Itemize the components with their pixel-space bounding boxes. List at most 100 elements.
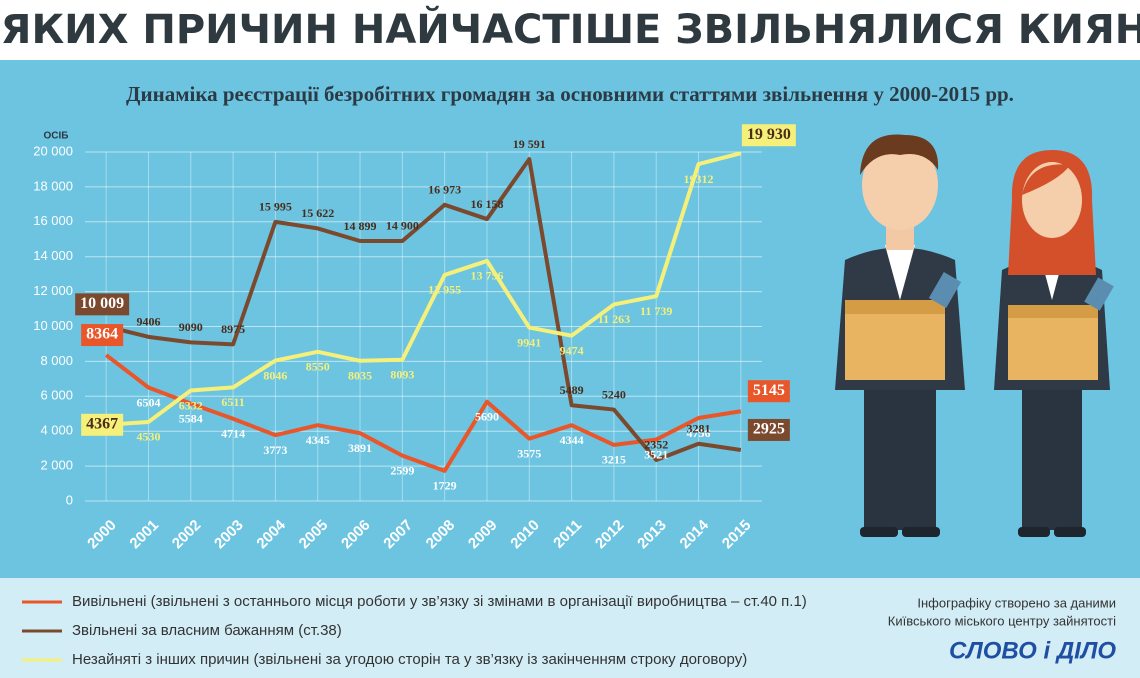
chart-subtitle: Динаміка реєстрації безробітних громадян… xyxy=(126,82,1014,106)
value-label: 3891 xyxy=(348,441,372,455)
value-label-group: 9090 xyxy=(179,320,203,334)
y-tick-label: 4 000 xyxy=(40,423,73,438)
value-label-group: 4530 xyxy=(136,430,160,444)
value-label-group: 9941 xyxy=(517,335,541,349)
value-label-group: 8975 xyxy=(221,322,245,336)
chart-background xyxy=(0,60,1140,578)
legend-background xyxy=(0,578,1140,678)
value-label-group: 6504 xyxy=(136,395,160,409)
legend-label: Звільнені за власним бажанням (ст.38) xyxy=(72,622,342,639)
value-label: 4530 xyxy=(136,430,160,444)
y-tick-label: 0 xyxy=(66,492,73,507)
value-label-group: 13 756 xyxy=(470,269,503,283)
y-tick-label: 6 000 xyxy=(40,388,73,403)
value-label-group: 3891 xyxy=(348,441,372,455)
value-label: 4367 xyxy=(86,415,118,432)
value-label: 5240 xyxy=(602,387,626,401)
value-label-box xyxy=(741,124,796,147)
line xyxy=(105,157,742,462)
value-label: 5489 xyxy=(560,383,584,397)
value-label-group: 8550 xyxy=(306,360,330,374)
value-label: 5690 xyxy=(475,409,499,423)
value-label: 4345 xyxy=(306,433,330,447)
value-label-group: 11 739 xyxy=(640,304,672,318)
value-label: 8035 xyxy=(348,369,372,383)
value-label-group: 4344 xyxy=(560,433,584,447)
value-label-group: 6332 xyxy=(179,398,203,412)
value-label: 2599 xyxy=(390,463,414,477)
value-label-group: 14 899 xyxy=(344,219,377,233)
title-band xyxy=(0,0,1140,60)
value-label: 5584 xyxy=(179,411,203,425)
value-label-group: 15 622 xyxy=(301,206,334,220)
value-label: 15 622 xyxy=(301,206,334,220)
value-label: 14 900 xyxy=(386,219,419,233)
credit: Київського міського центру зайнятості xyxy=(888,613,1116,628)
value-label: 13 756 xyxy=(470,269,503,283)
value-label-group: 19 591 xyxy=(513,137,546,151)
value-label-group: 9406 xyxy=(136,315,160,329)
value-label: 3575 xyxy=(517,446,541,460)
value-label: 11 739 xyxy=(640,304,672,318)
value-label: 8093 xyxy=(390,368,414,382)
value-label-group: 8364 xyxy=(81,324,124,347)
value-label: 16 158 xyxy=(470,197,503,211)
value-label-box xyxy=(81,324,124,347)
value-label: 12 955 xyxy=(428,283,461,297)
value-label-group: 3281 xyxy=(687,421,711,435)
line xyxy=(106,151,742,427)
man xyxy=(835,134,965,537)
value-label: 4714 xyxy=(221,426,245,440)
value-label: 4344 xyxy=(560,433,584,447)
value-label: 3215 xyxy=(602,453,626,467)
value-label-group: 2599 xyxy=(390,463,414,477)
value-label-group: 5489 xyxy=(560,383,584,397)
value-label: 4756 xyxy=(687,426,711,440)
chart-title: З ЯКИХ ПРИЧИН НАЙЧАСТІШЕ ЗВІЛЬНЯЛИСЯ КИЯ… xyxy=(0,5,1140,53)
value-label-group: 14 900 xyxy=(386,219,419,233)
value-label-group: 4367 xyxy=(81,413,124,436)
value-label: 11 263 xyxy=(598,312,630,326)
value-label: 8364 xyxy=(86,326,118,343)
illustration xyxy=(835,134,1114,537)
value-label-group: 12 955 xyxy=(428,283,461,297)
value-label: 6504 xyxy=(136,395,160,409)
value-label: 3521 xyxy=(644,447,668,461)
value-label-group: 8046 xyxy=(263,368,287,382)
value-label-group: 1729 xyxy=(433,479,457,493)
value-label: 5145 xyxy=(753,382,785,399)
value-label-box xyxy=(81,413,124,436)
credit: Інфографіку створено за даними xyxy=(917,595,1116,610)
value-label-group: 15 995 xyxy=(259,200,292,214)
legend-label: Незайняті з інших причин (звільнені за у… xyxy=(72,651,747,668)
value-label-group: 16 158 xyxy=(470,197,503,211)
value-label-group: 3215 xyxy=(602,453,626,467)
value-label-group: 9474 xyxy=(560,343,584,357)
value-label-group: 10 009 xyxy=(75,293,130,316)
value-label: 10 009 xyxy=(80,295,124,312)
value-label: 9090 xyxy=(179,320,203,334)
value-label-group: 5584 xyxy=(179,411,203,425)
value-label: 3281 xyxy=(687,421,711,435)
value-label-box xyxy=(747,418,790,441)
value-label: 6511 xyxy=(221,395,244,409)
value-label-group: 19312 xyxy=(684,172,714,186)
value-label: 8046 xyxy=(263,368,287,382)
value-label-group: 19 930 xyxy=(741,124,796,147)
value-label: 9941 xyxy=(517,335,541,349)
value-label: 1729 xyxy=(433,479,457,493)
y-tick-label: 8 000 xyxy=(40,353,73,368)
value-label: 19 591 xyxy=(513,137,546,151)
value-label-group: 16 973 xyxy=(428,183,461,197)
value-label: 19312 xyxy=(684,172,714,186)
y-tick-label: 20 000 xyxy=(33,143,73,158)
value-label: 3773 xyxy=(263,443,287,457)
woman xyxy=(994,150,1114,537)
value-label-group: 2352 xyxy=(644,438,668,452)
value-label: 9474 xyxy=(560,343,584,357)
y-axis-label: ОСІБ xyxy=(44,131,69,142)
value-label-group: 5240 xyxy=(602,387,626,401)
value-label-group: 8035 xyxy=(348,369,372,383)
value-label: 14 899 xyxy=(344,219,377,233)
